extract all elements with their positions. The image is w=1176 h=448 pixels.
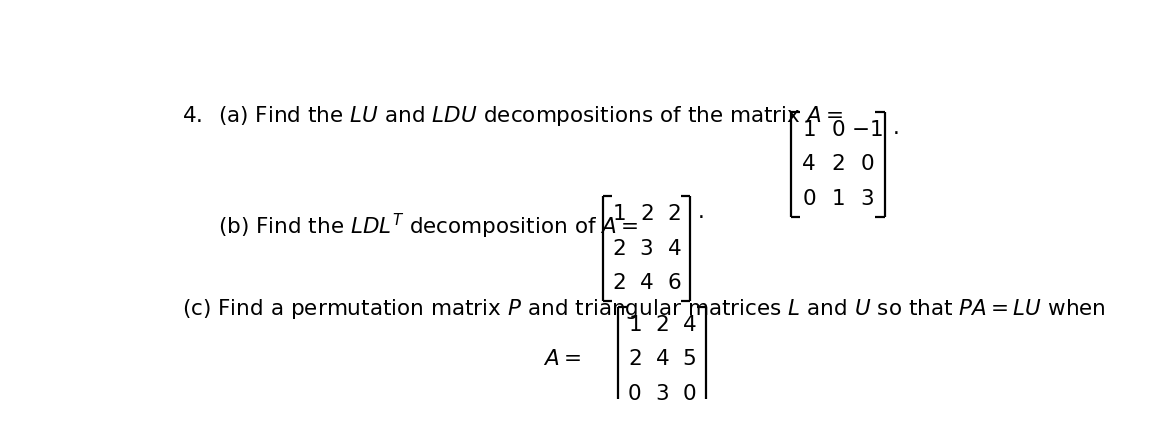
Text: $2$: $2$ bbox=[667, 203, 681, 225]
Text: $4.$: $4.$ bbox=[181, 105, 202, 127]
Text: $0$: $0$ bbox=[628, 383, 642, 405]
Text: $2$: $2$ bbox=[628, 348, 641, 370]
Text: $\mathrm{(a)\ Find\ the\ } LU \mathrm{\ and\ } LDU \mathrm{\ decompositions\ of\: $\mathrm{(a)\ Find\ the\ } LU \mathrm{\ … bbox=[218, 104, 843, 128]
Text: $5$: $5$ bbox=[682, 348, 696, 370]
Text: $2$: $2$ bbox=[613, 237, 626, 260]
Text: $4$: $4$ bbox=[667, 237, 681, 260]
Text: $-1$: $-1$ bbox=[851, 119, 883, 141]
Text: $4$: $4$ bbox=[640, 272, 654, 294]
Text: $A =$: $A =$ bbox=[543, 348, 581, 370]
Text: $\mathrm{(c)\ Find\ a\ permutation\ matrix\ } P \mathrm{\ and\ triangular\ matri: $\mathrm{(c)\ Find\ a\ permutation\ matr… bbox=[181, 297, 1105, 321]
Text: $1$: $1$ bbox=[628, 314, 641, 336]
Text: $4$: $4$ bbox=[655, 348, 669, 370]
Text: $.$: $.$ bbox=[697, 202, 704, 224]
Text: $2$: $2$ bbox=[640, 203, 653, 225]
Text: $6$: $6$ bbox=[667, 272, 681, 294]
Text: $3$: $3$ bbox=[655, 383, 669, 405]
Text: $1$: $1$ bbox=[831, 188, 844, 210]
Text: $4$: $4$ bbox=[801, 153, 816, 175]
Text: $2$: $2$ bbox=[613, 272, 626, 294]
Text: $\mathrm{(b)\ Find\ the\ } LDL^T \mathrm{\ decomposition\ of\ } A =$: $\mathrm{(b)\ Find\ the\ } LDL^T \mathrm… bbox=[218, 211, 639, 241]
Text: $0$: $0$ bbox=[682, 383, 696, 405]
Text: $4$: $4$ bbox=[682, 314, 696, 336]
Text: $2$: $2$ bbox=[831, 153, 844, 175]
Text: $1$: $1$ bbox=[802, 119, 815, 141]
Text: $0$: $0$ bbox=[830, 119, 846, 141]
Text: $3$: $3$ bbox=[640, 237, 654, 260]
Text: $1$: $1$ bbox=[613, 203, 626, 225]
Text: $3$: $3$ bbox=[860, 188, 874, 210]
Text: $0$: $0$ bbox=[860, 153, 874, 175]
Text: $.$: $.$ bbox=[891, 117, 898, 139]
Text: $0$: $0$ bbox=[802, 188, 816, 210]
Text: $2$: $2$ bbox=[655, 314, 669, 336]
